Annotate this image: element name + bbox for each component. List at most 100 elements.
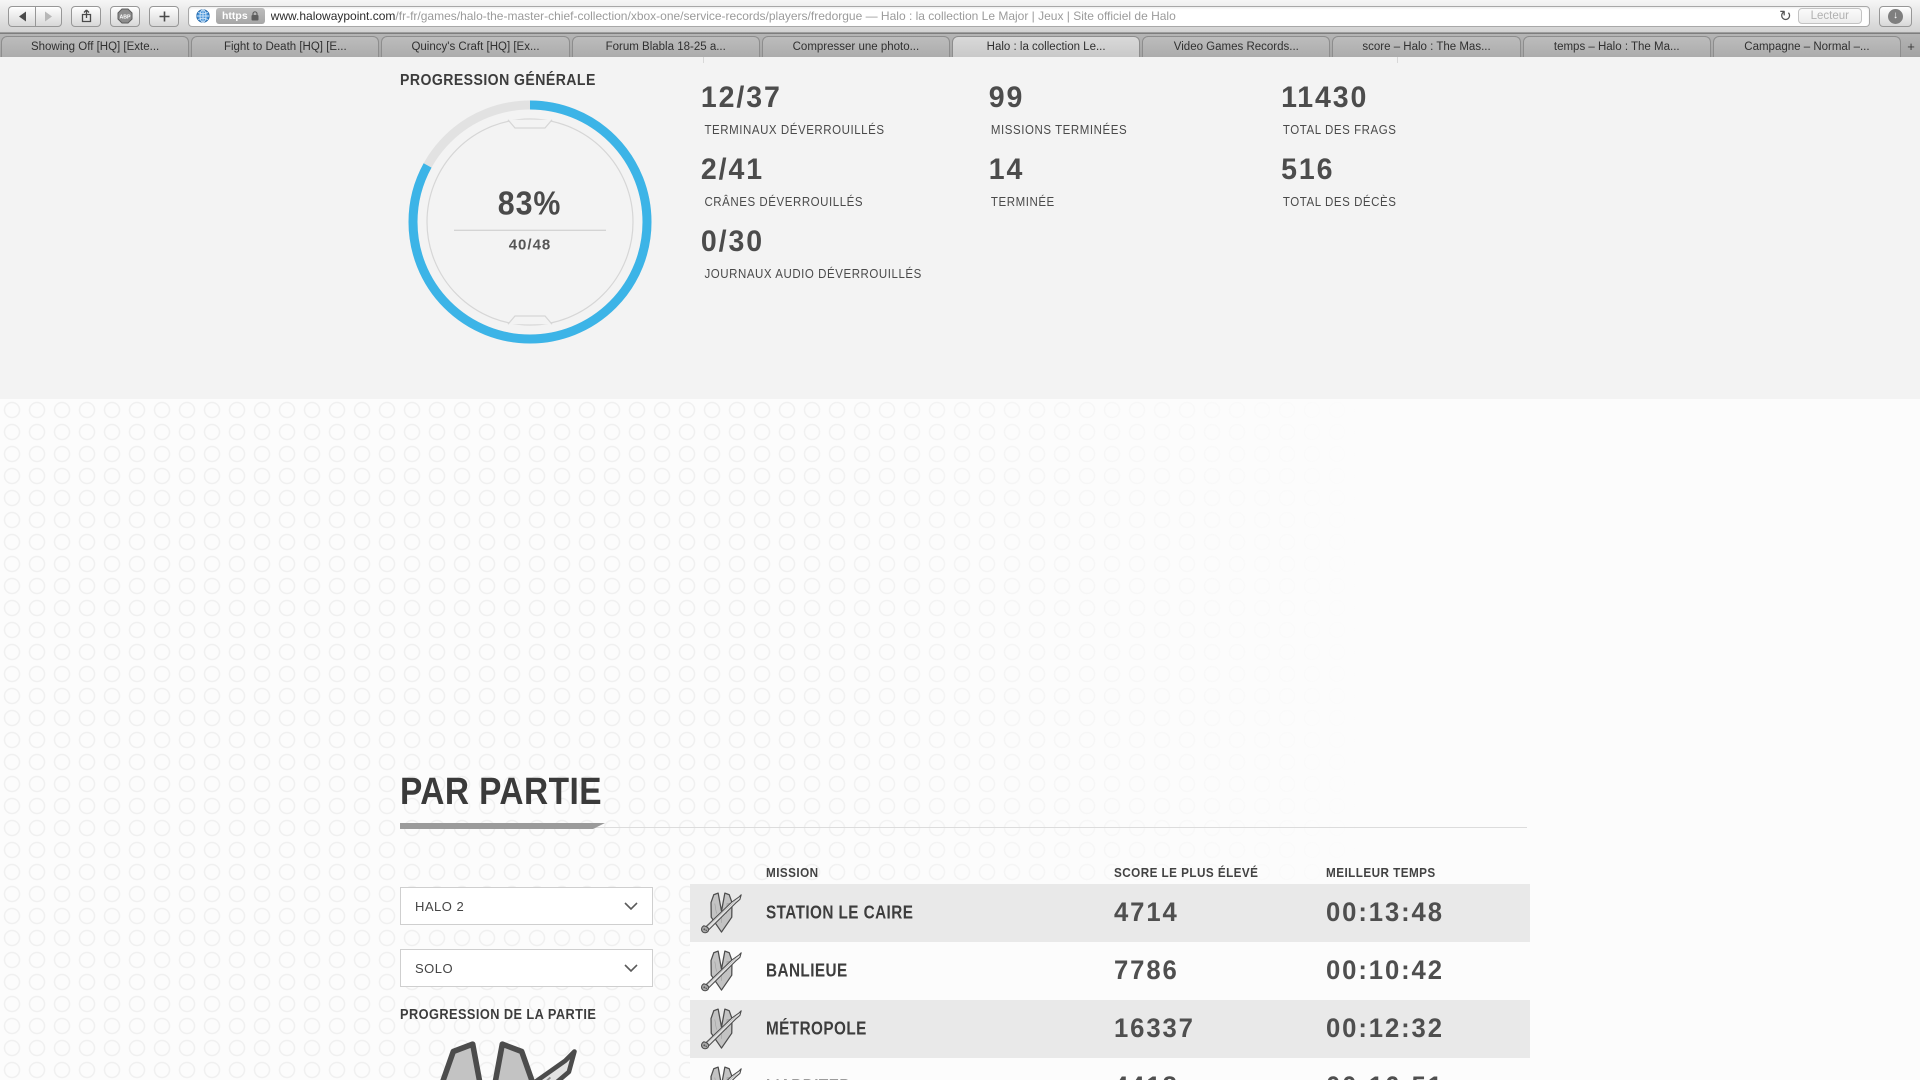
page-content: PROGRESSION GÉNÉRALE 83% 40/48 12/37 TER… [0, 57, 1920, 1080]
share-button[interactable] [71, 5, 101, 27]
downloads-button[interactable]: ↓ [1879, 5, 1912, 27]
mission-name: L'ARBITER [766, 1077, 851, 1080]
section-rule-accent [400, 823, 605, 829]
progress-percent: 83% [498, 184, 562, 222]
stat-item: 14 TERMINÉE [985, 150, 1133, 211]
new-tab-button[interactable]: + [1907, 39, 1915, 54]
column-header-time: MEILLEUR TEMPS [1326, 865, 1436, 880]
stat-label: CRÂNES DÉVERROUILLÉS [704, 195, 864, 209]
svg-text:ABP: ABP [120, 15, 131, 21]
nav-divider [1397, 57, 1398, 63]
mission-score: 4418 [1114, 1071, 1179, 1080]
table-row[interactable]: L'ARBITER 4418 00:16:51 [690, 1058, 1530, 1080]
https-badge: https [216, 8, 265, 24]
stat-value: 99 [988, 81, 1025, 114]
mission-score: 4714 [1114, 896, 1179, 927]
tab-label: Compresser une photo... [792, 41, 920, 53]
mission-score: 7786 [1114, 954, 1179, 985]
chevron-down-icon [624, 902, 638, 910]
browser-tab[interactable]: Fight to Death [HQ] [E... [191, 36, 380, 57]
stat-label: TOTAL DES FRAGS [1282, 123, 1397, 137]
stat-value: 12/37 [700, 81, 782, 114]
par-partie-title: PAR PARTIE [400, 771, 602, 813]
url-domain: www.halowaypoint.com [270, 9, 396, 23]
table-row[interactable]: MÉTROPOLE 16337 00:12:32 [690, 1000, 1530, 1058]
game-select[interactable]: HALO 2 [400, 887, 653, 925]
tab-label: Showing Off [HQ] [Exte... [30, 41, 160, 53]
browser-tab[interactable]: Compresser une photo... [761, 36, 951, 57]
tab-label: score – Halo : The Mas... [1362, 41, 1491, 53]
progression-partie-label: PROGRESSION DE LA PARTIE [400, 1007, 597, 1023]
add-bookmark-button[interactable] [149, 5, 179, 27]
nav-button-group [8, 5, 62, 27]
mission-time: 00:10:42 [1326, 954, 1444, 985]
mission-score: 16337 [1114, 1012, 1195, 1043]
stat-label: TERMINAUX DÉVERROUILLÉS [704, 123, 885, 137]
mission-time: 00:13:48 [1326, 896, 1444, 927]
stat-value: 14 [988, 153, 1025, 186]
column-header-score: SCORE LE PLUS ÉLEVÉ [1114, 865, 1259, 880]
mission-table: MISSION SCORE LE PLUS ÉLEVÉ MEILLEUR TEM… [690, 865, 1530, 1080]
browser-toolbar: ABP https www.halowaypoint.com/fr-fr/gam… [0, 0, 1920, 33]
mission-name: MÉTROPOLE [766, 1018, 867, 1039]
table-row[interactable]: STATION LE CAIRE 4714 00:13:48 [690, 884, 1530, 942]
browser-tab[interactable]: Video Games Records... [1142, 36, 1331, 57]
mode-select-value: SOLO [415, 960, 454, 976]
browser-tab[interactable]: Campagne – Normal –... [1712, 36, 1902, 57]
mode-select[interactable]: SOLO [400, 949, 653, 987]
mission-time: 00:12:32 [1326, 1012, 1444, 1043]
mission-emblem-icon [700, 1065, 743, 1080]
progress-ring-graphic [408, 100, 652, 344]
forward-button[interactable] [35, 5, 62, 27]
adblock-button[interactable]: ABP [110, 5, 140, 27]
tab-label: Quincy's Craft [HQ] [Ex... [411, 41, 540, 53]
tab-label: temps – Halo : The Ma... [1553, 41, 1680, 53]
lock-icon [251, 11, 259, 21]
globe-favicon [196, 9, 210, 23]
chevron-down-icon [624, 964, 638, 972]
nav-divider [703, 57, 704, 63]
tab-bar: Showing Off [HQ] [Exte... Fight to Death… [0, 33, 1920, 57]
mission-table-header: MISSION SCORE LE PLUS ÉLEVÉ MEILLEUR TEM… [690, 865, 1530, 884]
tab-label: Campagne – Normal –... [1744, 41, 1870, 53]
progress-fraction: 40/48 [508, 236, 552, 254]
browser-tab[interactable]: score – Halo : The Mas... [1332, 36, 1521, 57]
stat-value: 2/41 [700, 153, 764, 186]
https-label: https [222, 10, 248, 22]
stat-column: 11430 TOTAL DES FRAGS 516 TOTAL DES DÉCÈ… [1278, 78, 1401, 222]
browser-tab[interactable]: Showing Off [HQ] [Exte... [1, 36, 190, 57]
browser-tab[interactable]: Halo : la collection Le... [952, 36, 1141, 57]
stat-item: 99 MISSIONS TERMINÉES [985, 78, 1133, 139]
tab-label: Fight to Death [HQ] [E... [223, 41, 347, 53]
address-bar[interactable]: https www.halowaypoint.com/fr-fr/games/h… [188, 5, 1870, 27]
progression-generale-section: PROGRESSION GÉNÉRALE 83% 40/48 12/37 TER… [0, 57, 1920, 399]
game-select-value: HALO 2 [415, 898, 465, 914]
mission-emblem-icon [700, 891, 743, 935]
table-row[interactable]: BANLIEUE 7786 00:10:42 [690, 942, 1530, 1000]
forward-arrow-icon [45, 11, 52, 21]
url-text: www.halowaypoint.com/fr-fr/games/halo-th… [271, 9, 1773, 23]
tab-label: Video Games Records... [1173, 41, 1299, 53]
browser-tab[interactable]: Quincy's Craft [HQ] [Ex... [381, 36, 570, 57]
reader-button[interactable]: Lecteur [1797, 8, 1862, 24]
back-button[interactable] [8, 5, 35, 27]
mission-emblem-icon [700, 1007, 743, 1051]
browser-tab[interactable]: Forum Blabla 18-25 a... [571, 36, 760, 57]
progress-separator [454, 229, 606, 231]
stat-item: 2/41 CRÂNES DÉVERROUILLÉS [695, 150, 931, 211]
browser-tab[interactable]: temps – Halo : The Ma... [1522, 36, 1711, 57]
stat-label: JOURNAUX AUDIO DÉVERROUILLÉS [704, 267, 922, 281]
reload-icon[interactable]: ↻ [1779, 7, 1792, 25]
stat-value: 11430 [1281, 81, 1369, 114]
back-arrow-icon [18, 11, 26, 21]
progression-generale-title: PROGRESSION GÉNÉRALE [400, 72, 596, 89]
stat-label: TERMINÉE [990, 195, 1055, 209]
progress-ring-center: 83% 40/48 [404, 185, 656, 254]
stat-column: 12/37 TERMINAUX DÉVERROUILLÉS 2/41 CRÂNE… [695, 78, 931, 294]
stat-item: 11430 TOTAL DES FRAGS [1278, 78, 1401, 139]
par-partie-section: PAR PARTIE HALO 2 SOLO PROGRESSION DE LA… [0, 399, 1920, 1080]
stat-item: 0/30 JOURNAUX AUDIO DÉVERROUILLÉS [695, 222, 931, 283]
stat-item: 516 TOTAL DES DÉCÈS [1278, 150, 1401, 211]
stat-column: 99 MISSIONS TERMINÉES 14 TERMINÉE [985, 78, 1133, 222]
